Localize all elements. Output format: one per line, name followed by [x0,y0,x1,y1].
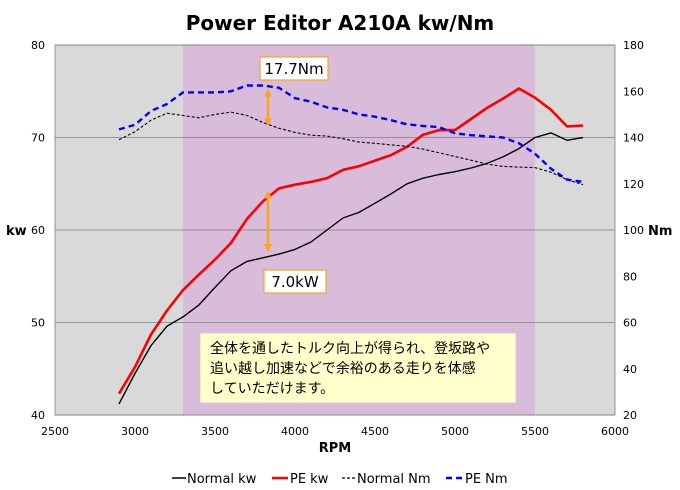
y-right-tick-label: 140 [623,132,644,145]
series-line-normal-nm [118,111,584,186]
y-left-tick-label: 60 [31,224,45,237]
torque-gain-label: 17.7Nm [264,60,323,78]
note-line: 全体を通したトルク向上が得られ、登坂路や [210,340,490,357]
y-right-tick-label: 180 [623,39,644,52]
x-tick-label: 3000 [121,425,149,438]
torque-gain-box [259,56,329,81]
annotation-layer: 17.7Nm 7.0kW 全体を通したトルク向上が得られ、登坂路や追い越し加速などで… [199,56,517,404]
x-tick-label: 4500 [361,425,389,438]
series-layer [117,84,584,405]
x-tick-label: 3500 [201,425,229,438]
legend-label-pe-kw: PE kw [290,472,329,487]
power-gain-box [263,269,327,294]
chart-title: Power Editor A210A kw/Nm [186,11,495,35]
gridlines [54,44,616,416]
note-box [199,332,517,404]
y-right-tick-label: 160 [623,85,644,98]
y-right-tick-label: 40 [623,363,637,376]
note-line: していただけます。 [210,381,334,397]
y-right-tick-label: 120 [623,178,644,191]
y-left-tick-label: 50 [31,317,45,330]
legend-label-pe-nm: PE Nm [465,472,508,487]
x-tick-label: 5500 [521,425,549,438]
y-left-axis-label: kw [6,224,27,239]
tick-labels: 2500 3000 3500 4000 4500 5000 5500 6000 40 50 60 70… [31,39,644,438]
legend-label-normal-kw: Normal kw [187,472,257,487]
x-axis-label: RPM [319,441,351,456]
note-line: 追い越し加速などで余裕のある走りを体感 [210,360,476,377]
power-gain-label: 7.0kW [271,273,319,291]
x-tick-label: 6000 [601,425,629,438]
y-right-tick-label: 80 [623,270,637,283]
y-left-tick-label: 40 [31,409,45,422]
legend: Normal kw PE kw Normal Nm PE Nm [172,472,508,487]
legend-label-normal-nm: Normal Nm [357,472,431,487]
x-tick-label: 2500 [41,425,69,438]
y-left-tick-label: 80 [31,39,45,52]
series-line-pe-kw [117,87,584,395]
y-right-axis-label: Nm [648,224,672,239]
plot-border [54,44,616,416]
x-tick-label: 4000 [281,425,309,438]
y-right-tick-label: 60 [623,317,637,330]
y-right-tick-label: 100 [623,224,644,237]
series-line-normal-kw [118,132,584,405]
y-left-tick-label: 70 [31,132,45,145]
x-tick-label: 5000 [441,425,469,438]
y-right-tick-label: 20 [623,409,637,422]
